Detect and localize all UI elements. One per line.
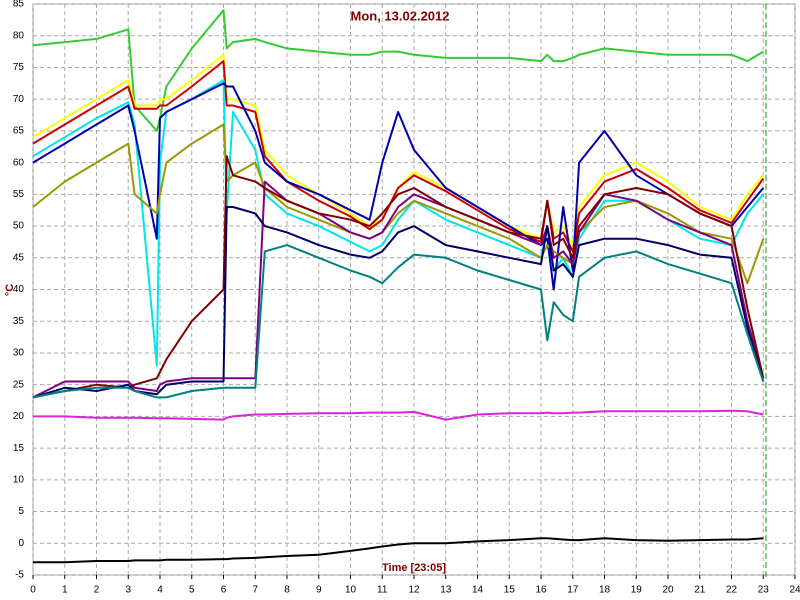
x-tick-label: 14 xyxy=(472,585,484,596)
x-tick-label: 23 xyxy=(758,585,770,596)
x-tick-label: 19 xyxy=(631,585,643,596)
y-tick-label: -5 xyxy=(15,570,24,581)
x-tick-label: 17 xyxy=(567,585,579,596)
y-tick-label: 75 xyxy=(13,62,25,73)
x-tick-label: 8 xyxy=(284,585,290,596)
y-tick-label: 5 xyxy=(18,506,24,517)
x-tick-label: 24 xyxy=(789,585,800,596)
x-tick-label: 5 xyxy=(189,585,195,596)
x-tick-label: 3 xyxy=(125,585,131,596)
y-tick-label: 15 xyxy=(13,443,25,454)
y-axis-label: °C xyxy=(4,284,16,296)
y-tick-label: 40 xyxy=(13,284,25,295)
x-tick-label: 7 xyxy=(252,585,258,596)
x-tick-label: 6 xyxy=(221,585,227,596)
y-tick-label: 80 xyxy=(13,30,25,41)
y-tick-label: 65 xyxy=(13,126,25,137)
y-tick-label: 30 xyxy=(13,348,25,359)
x-tick-label: 4 xyxy=(157,585,163,596)
series-line xyxy=(32,60,765,253)
x-tick-label: 0 xyxy=(30,585,36,596)
series-line xyxy=(32,155,765,399)
x-tick-label: 13 xyxy=(440,585,452,596)
x-tick-label: 22 xyxy=(726,585,738,596)
series-line xyxy=(33,409,764,421)
x-tick-label: 9 xyxy=(316,585,322,596)
x-tick-label: 16 xyxy=(535,585,547,596)
y-tick-label: 55 xyxy=(13,189,25,200)
y-tick-label: 60 xyxy=(13,157,25,168)
x-tick-label: 18 xyxy=(599,585,611,596)
x-tick-label: 11 xyxy=(377,585,388,596)
x-tick-label: 2 xyxy=(94,585,100,596)
series-line xyxy=(32,244,765,399)
y-tick-label: 70 xyxy=(13,94,25,105)
x-tick-label: 1 xyxy=(62,585,68,596)
y-tick-label: 10 xyxy=(13,474,25,485)
y-tick-label: 50 xyxy=(13,221,25,232)
series-line xyxy=(33,537,764,564)
y-tick-label: 45 xyxy=(13,252,25,263)
y-tick-label: 0 xyxy=(18,538,24,549)
x-tick-label: 21 xyxy=(694,585,706,596)
series-line xyxy=(32,206,765,399)
y-tick-label: 85 xyxy=(13,0,25,10)
x-tick-label: 10 xyxy=(345,585,357,596)
y-tick-label: 20 xyxy=(13,411,25,422)
x-tick-label: 12 xyxy=(408,585,420,596)
chart-title: Mon, 13.02.2012 xyxy=(351,8,450,23)
x-tick-label: 20 xyxy=(662,585,674,596)
y-tick-label: 35 xyxy=(13,316,25,327)
series-line xyxy=(32,82,765,291)
y-tick-label: 25 xyxy=(13,379,25,390)
series-line xyxy=(32,79,765,367)
x-tick-label: 15 xyxy=(504,585,516,596)
